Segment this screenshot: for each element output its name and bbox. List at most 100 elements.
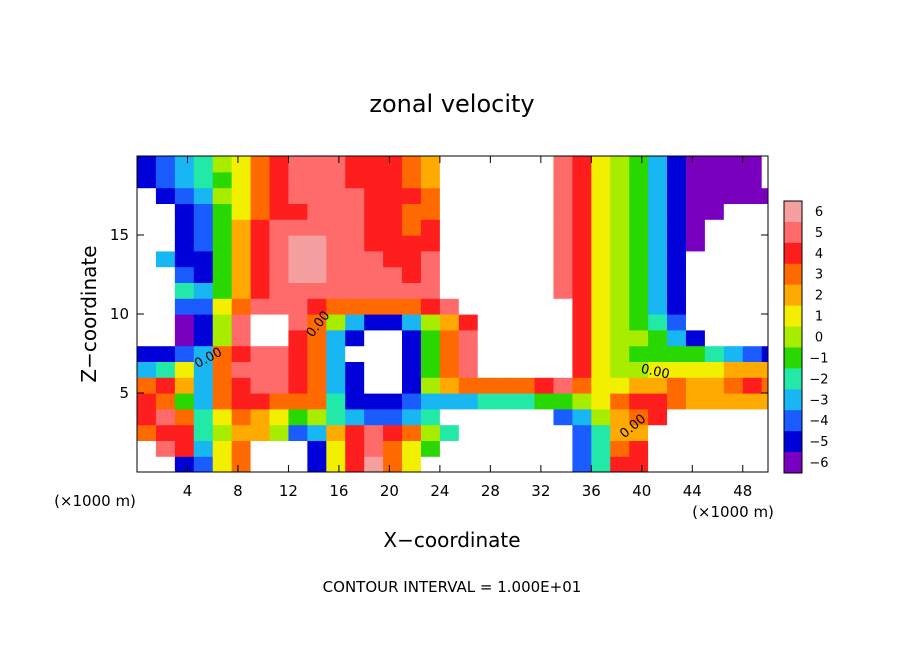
field-cell [496,266,517,283]
field-cell [326,456,346,472]
field-cell [420,345,441,362]
field-cell [137,250,157,268]
field-cell [420,156,441,173]
field-cell [761,282,768,299]
field-cell [326,282,346,299]
field-cell [174,361,195,378]
x-tick-label: 40 [632,482,651,500]
field-cell [383,424,403,441]
field-cell [307,329,327,347]
field-cell [704,282,725,299]
field-cell [193,377,214,394]
field-cell [629,156,649,173]
field-cell [137,171,157,189]
field-cell [591,156,611,173]
field-cell [439,361,460,378]
field-cell [553,203,573,220]
field-cell [667,187,687,204]
field-cell [553,282,573,299]
field-cell [137,440,157,457]
field-cell [742,203,763,220]
field-cell [269,282,290,299]
field-cell [591,235,611,252]
field-cell [155,314,176,331]
field-cell [137,314,157,331]
field-cell [250,235,271,252]
field-cell [534,377,555,394]
field-cell [629,329,649,347]
field-cell [458,203,479,220]
field-cell [288,377,308,394]
field-cell [250,361,271,378]
field-cell [420,408,441,426]
field-cell [345,282,365,299]
field-cell [212,219,233,236]
field-cell [761,361,768,378]
field-cell [155,329,176,347]
field-cell [591,393,611,410]
field-cell [439,329,460,347]
field-cell [439,235,460,252]
field-cell [477,424,498,441]
field-cell [648,377,668,394]
colorbar: 6 5 4 3 2 1 0 −1 −2 −3 −4 −5 −6 [783,200,829,474]
field-cell [761,250,768,268]
field-cell [667,156,687,173]
field-cell [288,440,308,457]
field-cell [402,266,422,283]
field-cell [761,219,768,236]
field-cell [137,424,157,441]
field-cell [250,156,271,173]
field-cell [629,456,649,472]
field-cell [553,266,573,283]
field-cell [137,203,157,220]
field-cell [439,282,460,299]
field-cell [174,250,195,268]
z-axis-ticks: 5 10 15 [110,226,768,402]
field-cell [174,377,195,394]
field-cell [307,235,327,252]
field-cell [458,314,479,331]
field-cell [667,250,687,268]
field-cell [648,393,668,410]
field-cell [364,156,384,173]
field-cell [402,156,422,173]
field-cell [572,171,592,189]
field-cell [269,314,290,331]
field-cell [364,345,384,362]
field-cell [174,203,195,220]
field-cell [572,219,592,236]
field-cell [572,377,592,394]
field-cell [534,440,555,457]
field-cell [193,235,214,252]
field-cell [629,424,649,441]
field-cell [610,235,630,252]
field-cell [610,361,630,378]
field-cell [231,156,252,173]
field-cell [288,408,308,426]
field-cell [269,377,290,394]
field-cell [420,235,441,252]
field-cell [610,282,630,299]
field-cell [742,329,763,347]
field-cell [553,424,573,441]
field-cell [629,361,649,378]
y-axis-label: Z−coordinate [77,245,101,382]
field-cell [174,187,195,204]
field-cell [250,345,271,362]
field-cell [383,393,403,410]
field-cell [383,329,403,347]
field-cell [269,156,290,173]
field-cell [307,408,327,426]
field-cell [458,250,479,268]
field-cell [458,345,479,362]
field-cell [439,393,460,410]
field-cell [193,219,214,236]
field-cell [288,156,308,173]
field-cell [761,345,768,362]
field-cell [723,250,744,268]
field-cell [685,156,706,173]
field-cell [761,203,768,220]
field-cell [345,203,365,220]
field-cell [704,187,725,204]
